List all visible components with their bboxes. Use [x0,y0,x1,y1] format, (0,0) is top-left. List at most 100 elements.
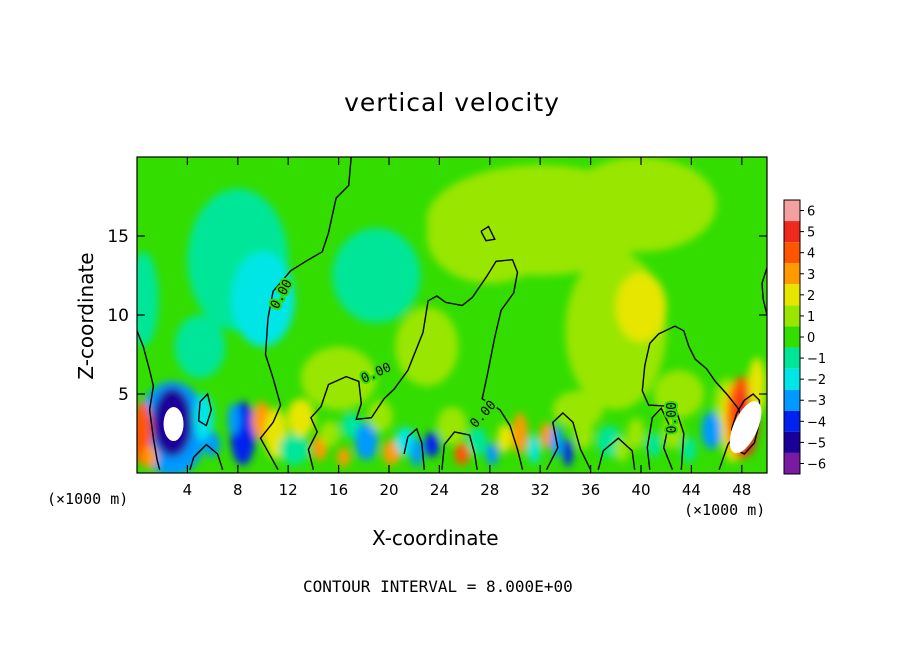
colorbar: 6 5 4 3 2 1 0 −1 −2 −3 −4 −5 −6 [783,199,826,475]
colorbar-tick-label: −1 [807,352,826,367]
contour-line [189,443,224,471]
field-patch [565,157,717,252]
strong-updraft-core [729,401,762,454]
field-patch [562,438,573,467]
y-axis: 5 10 15 [107,227,767,405]
field-patch [231,251,295,347]
contour-line [545,412,592,471]
colorbar-swatch [784,347,800,369]
field-patch [332,228,421,323]
field-patch [646,431,662,458]
colorbar-tick-label: −5 [807,436,826,451]
x-tick-label: 12 [279,481,298,499]
contour-line [197,392,213,427]
contour-line [259,157,352,471]
colorbar-tick-label: 3 [807,268,815,283]
colorbar-swatch [784,305,800,327]
field-patch [748,357,766,415]
field-patch [540,422,553,448]
field-patch [424,431,440,458]
x-tick-label: 24 [430,481,449,499]
y-tick-label: 5 [118,385,129,405]
field-patch [319,420,340,447]
x-tick-label: 48 [732,481,751,499]
colorbar-swatch [784,452,800,474]
colorbar-swatch [784,368,800,390]
field-patch [454,442,470,466]
x-axis: 4 8 12 16 20 24 28 32 36 40 44 48 [183,157,751,499]
contour-line [646,406,674,471]
x-tick-label: 40 [631,481,650,499]
colorbar-swatch [784,410,800,432]
field-patch [395,307,459,387]
contour-line [403,427,425,470]
colorbar-tick-label: 5 [807,226,815,241]
field-patch [527,435,541,464]
field-patch [410,438,424,467]
velocity-field [137,157,766,473]
contour-line [641,325,744,471]
colorbar-swatch [784,389,800,411]
colorbar-tick-label: −6 [807,457,826,472]
x-tick-label: 16 [329,481,348,499]
contour-line [480,225,496,242]
field-patch [552,390,604,429]
field-patch [174,315,226,379]
field-patch [497,424,513,453]
field-patch [486,442,499,466]
colorbar-tick-label: −3 [807,394,826,409]
field-patch [279,433,310,466]
contour-line [137,330,161,470]
x-tick-label: 20 [379,481,398,499]
contour-line [597,437,636,470]
colorbar-tick-label: 0 [807,331,815,346]
zero-contours [137,157,767,471]
field-patch [142,446,158,469]
chart-title: vertical velocity [344,88,560,117]
y-tick-label: 15 [107,227,129,247]
field-patch [467,427,488,456]
field-patch [681,436,697,462]
field-patch [337,447,350,467]
colorbar-swatch [784,431,800,453]
field-patch [193,394,214,442]
colorbar-swatch [784,242,800,264]
x-unit-label-right: (×1000 m) [684,501,766,519]
contour-line [441,431,478,470]
colorbar-swatch [784,200,800,222]
field-patch [367,400,393,432]
x-unit-label-left: (×1000 m) [47,490,129,508]
contour-interval-note: CONTOUR INTERVAL = 8.000E+00 [303,577,573,596]
x-tick-label: 4 [183,481,193,499]
x-tick-label: 44 [682,481,701,499]
field-patch [627,417,645,450]
colorbar-swatch [784,263,800,285]
field-patch [286,398,315,437]
strong-updraft-core [163,407,184,442]
y-axis-label: Z-coordinate [74,252,98,380]
plot-area: 0.000.000.00 0.00 [137,157,767,473]
colorbar-tick-label: −2 [807,373,826,388]
field-patch [614,436,630,462]
x-tick-label: 28 [480,481,499,499]
colorbar-swatch [784,221,800,243]
field-patch [512,412,528,455]
colorbar-swatch [784,284,800,306]
colorbar-tick-label: 4 [807,247,815,262]
field-patch [205,431,221,458]
field-patch [227,403,241,436]
y-tick-label: 10 [107,306,129,326]
x-tick-label: 32 [531,481,550,499]
field-patch [300,346,377,410]
contour-line [307,258,524,470]
field-patch [615,272,667,342]
field-patch [137,251,159,347]
colorbar-swatch [784,326,800,348]
field-patch [354,422,378,461]
contour-line [761,267,767,316]
x-tick-label: 36 [581,481,600,499]
x-tick-label: 8 [233,481,243,499]
field-patch [436,406,468,445]
colorbar-tick-label: 1 [807,310,815,325]
